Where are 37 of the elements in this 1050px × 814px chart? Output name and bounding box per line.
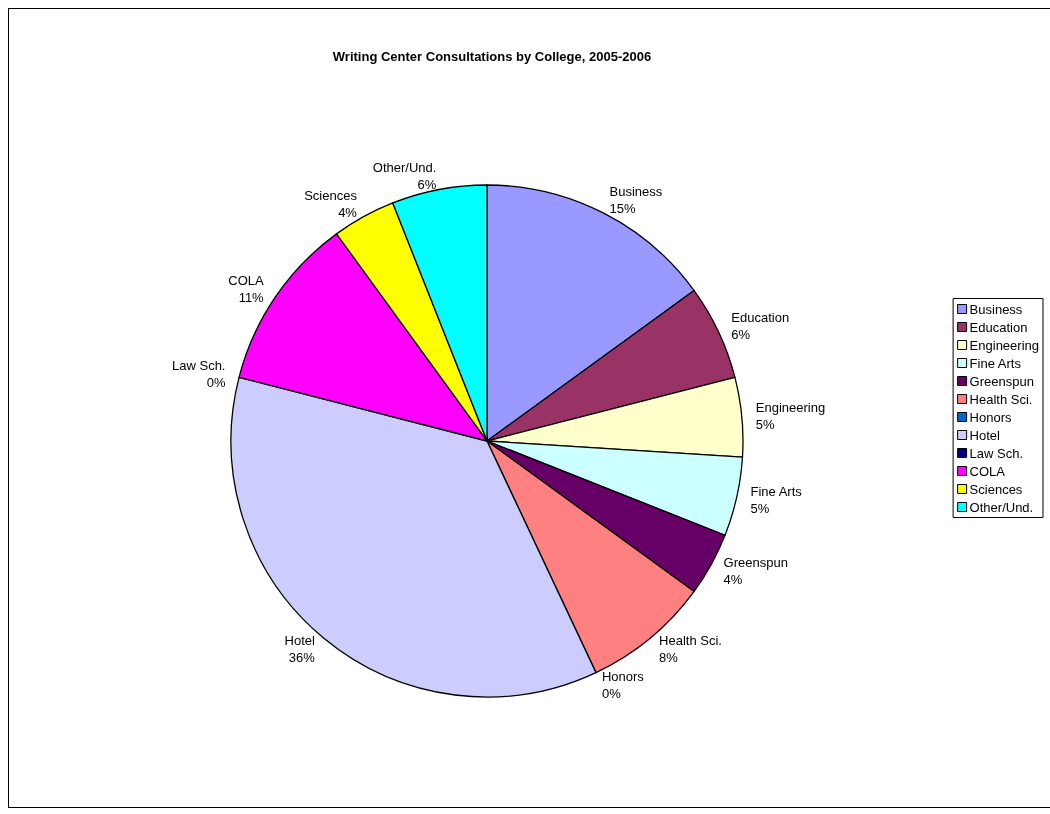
legend-label: Business [969, 301, 1023, 317]
slice-label: Business [609, 184, 663, 200]
slice-label: Engineering [755, 399, 826, 415]
data-label: 6% [417, 176, 437, 192]
slice-label: Hotel [284, 633, 315, 649]
legend-label: Health Sci. [969, 391, 1033, 407]
slice-label: Other/Und. [372, 159, 437, 175]
legend-label: Law Sch. [969, 445, 1024, 461]
slice-label: Education [731, 310, 790, 326]
data-label: 8% [659, 650, 679, 666]
data-label: 4% [723, 572, 743, 588]
data-label: 6% [731, 327, 751, 343]
data-label: 15% [609, 201, 637, 217]
text: 0% [206, 374, 226, 390]
category-label: Honors [601, 669, 644, 685]
chart-title: Writing Center Consultations by College, 2005-2006 [332, 49, 652, 64]
slice-label: COLA [228, 273, 265, 289]
legend-label: COLA [969, 463, 1006, 479]
slice-label: Fine Arts [750, 483, 803, 499]
slice-label: Health Sci. [659, 633, 722, 649]
legend-label: Engineering [969, 337, 1039, 353]
data-label: 5% [750, 500, 770, 516]
category-label: Law Sch. [172, 357, 226, 373]
legend-label: Fine Arts [969, 355, 1022, 371]
legend-label: Education [969, 319, 1028, 335]
text: 0% [601, 686, 621, 702]
data-label: 4% [338, 205, 358, 221]
legend-label: Other/Und. [969, 499, 1034, 515]
legend-label: Honors [969, 409, 1013, 425]
data-label: 11% [238, 290, 265, 306]
legend-label: Greenspun [969, 373, 1034, 389]
data-label: 36% [288, 650, 316, 666]
slice-label: Sciences [304, 188, 358, 204]
legend-label: Sciences [969, 481, 1023, 497]
slice-label: Greenspun [723, 555, 788, 571]
data-label: 5% [755, 416, 776, 432]
legend-label: Hotel [969, 427, 1001, 443]
